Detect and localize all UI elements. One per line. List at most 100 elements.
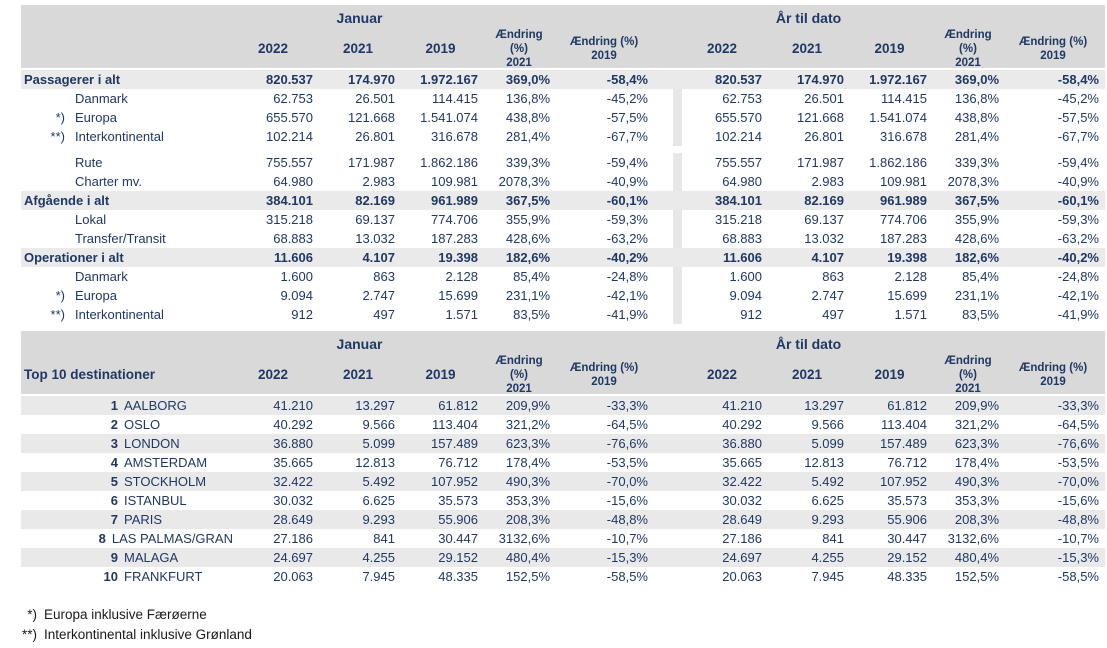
value-cell: 83,5% [962, 307, 999, 322]
traffic-summary-table: Januar År til dato 2022 2021 2019 Ændring (%)… [21, 5, 1105, 324]
value-cell: 9.293 [811, 512, 844, 527]
value-cell: 480,4% [505, 550, 550, 565]
value-cell: 26.501 [804, 91, 844, 106]
destination-name: PARIS [124, 512, 163, 527]
change-year-line: 2019 [591, 375, 617, 388]
destination-rank: 10 [103, 569, 118, 584]
column-header-change: Ændring (%) 2019 [1007, 355, 1105, 394]
value-cell: 35.573 [887, 493, 927, 508]
value-cell: 114.415 [431, 91, 478, 106]
row-label: Afgående i alt [24, 193, 110, 208]
value-cell: -40,2% [606, 250, 648, 265]
value-cell: 755.557 [715, 155, 762, 170]
value-cell: 655.570 [266, 110, 313, 125]
value-cell: 85,4% [513, 269, 550, 284]
value-cell: 428,6% [954, 231, 999, 246]
period-header-row: Januar År til dato [21, 331, 1105, 355]
value-cell: -41,9% [606, 307, 648, 322]
column-header-year: 2019 [874, 367, 905, 382]
value-cell: 1.862.186 [869, 155, 927, 170]
value-cell: 961.989 [431, 193, 478, 208]
value-cell: -33,3% [1057, 398, 1099, 413]
footnote-ref-marker [21, 89, 65, 108]
destination-label-cell: 5 STOCKHOLM [21, 472, 233, 491]
footnote-ref-marker [21, 172, 65, 191]
footnote-marker: **) [21, 627, 37, 642]
destination-rank: 2 [110, 417, 118, 432]
value-cell: 102.214 [266, 129, 313, 144]
row-label: Operationer i alt [24, 250, 124, 265]
value-cell: 178,4% [954, 455, 999, 470]
spacer-row [21, 146, 1105, 153]
value-cell: 76.712 [438, 455, 478, 470]
group-divider [656, 153, 682, 172]
row-label: Passagerer i alt [24, 72, 121, 87]
column-header-change: Ændring (%) 2019 [558, 29, 656, 68]
value-cell: -58,5% [606, 569, 648, 584]
value-cell: 26.801 [355, 129, 395, 144]
value-cell: 174.970 [797, 72, 844, 87]
value-cell: 339,3% [505, 155, 550, 170]
group-divider [656, 70, 682, 89]
column-header-change: Ændring (%) 2019 [558, 355, 656, 394]
period-header-row: Januar År til dato [21, 5, 1105, 29]
value-cell: 490,3% [505, 474, 550, 489]
value-cell: 339,3% [954, 155, 999, 170]
value-cell: 369,0% [954, 72, 999, 87]
destination-label-cell: 7 PARIS [21, 510, 233, 529]
change-year-line: 2021 [506, 382, 532, 395]
change-year-line: 2019 [591, 49, 617, 62]
row-label-cell: Afgående i alt [21, 191, 233, 210]
group-divider [656, 248, 682, 267]
value-cell: 157.489 [880, 436, 927, 451]
row-label: Europa [75, 288, 117, 303]
value-cell: 490,3% [954, 474, 999, 489]
value-cell: 2.983 [811, 174, 844, 189]
destination-row: 1 AALBORG 41.210 13.297 61.812 209,9% -33,3% 41… [21, 396, 1105, 415]
value-cell: -24,8% [1057, 269, 1099, 284]
traffic-row: *) Europa 9.094 2.747 15.699 231,1% -42,1% 9.09… [21, 286, 1105, 305]
column-header-year: 2019 [425, 367, 456, 382]
value-cell: 841 [373, 531, 395, 546]
footnote-ref-marker [21, 229, 65, 248]
value-cell: 655.570 [715, 110, 762, 125]
footnote-ref-marker: **) [50, 307, 65, 322]
destination-rank: 3 [110, 436, 118, 451]
value-cell: 12.813 [804, 455, 844, 470]
destination-label-cell: 3 LONDON [21, 434, 233, 453]
value-cell: 62.753 [273, 91, 313, 106]
change-year-line: 2021 [506, 56, 532, 69]
value-cell: 623,3% [505, 436, 550, 451]
value-cell: 820.537 [715, 72, 762, 87]
value-cell: -63,2% [1057, 231, 1099, 246]
value-cell: 353,3% [954, 493, 999, 508]
destination-name: ISTANBUL [124, 493, 187, 508]
value-cell: 2.983 [362, 174, 395, 189]
destination-label-cell: 8 LAS PALMAS/GRAN [21, 529, 233, 548]
value-cell: 355,9% [505, 212, 550, 227]
change-label-line: Ændring (%) [944, 28, 992, 55]
value-cell: 774.706 [431, 212, 478, 227]
traffic-row: Danmark 1.600 863 2.128 85,4% -24,8% 1.600 863 2… [21, 267, 1105, 286]
change-year-line: 2021 [955, 382, 981, 395]
value-cell: 231,1% [505, 288, 550, 303]
value-cell: 6.625 [362, 493, 395, 508]
value-cell: 480,4% [954, 550, 999, 565]
change-label-line: Ændring (%) [1018, 35, 1088, 48]
value-cell: 1.972.167 [869, 72, 927, 87]
value-cell: 40.292 [722, 417, 762, 432]
value-cell: 438,8% [954, 110, 999, 125]
value-cell: 157.489 [431, 436, 478, 451]
destination-rank: 6 [110, 493, 118, 508]
destination-row: 8 LAS PALMAS/GRAN 27.186 841 30.447 3132,6% -1… [21, 529, 1105, 548]
value-cell: 113.404 [431, 417, 478, 432]
destination-label-cell: 10 FRANKFURT [21, 567, 233, 586]
value-cell: 30.032 [273, 493, 313, 508]
group-divider [656, 355, 682, 394]
destination-row: 6 ISTANBUL 30.032 6.625 35.573 353,3% -15,6% 30… [21, 491, 1105, 510]
traffic-row: Charter mv. 64.980 2.983 109.981 2078,3% -40,… [21, 172, 1105, 191]
footnote-marker: *) [27, 607, 37, 622]
destination-rank: 9 [110, 550, 118, 565]
value-cell: -42,1% [606, 288, 648, 303]
value-cell: 9.293 [362, 512, 395, 527]
